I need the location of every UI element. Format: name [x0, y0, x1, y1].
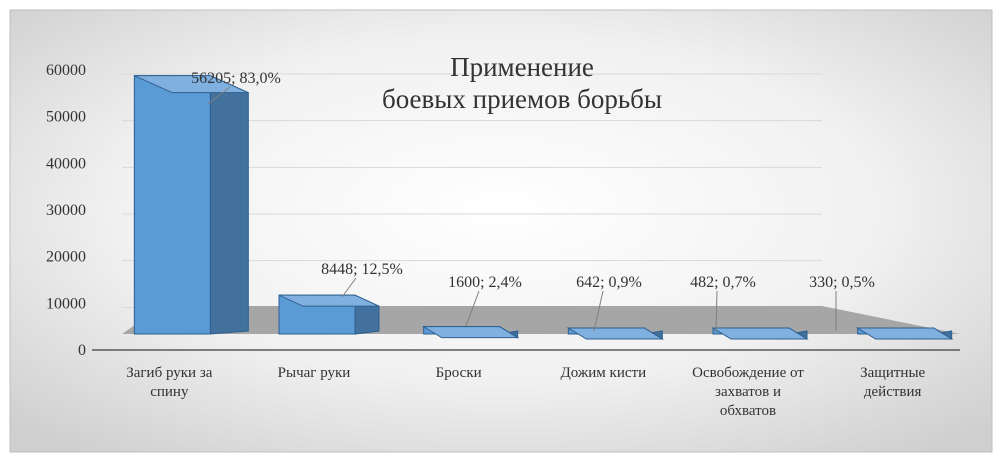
chart-title-line-2: боевых приемов борьбы [382, 84, 662, 114]
leader-line [207, 86, 231, 105]
data-label: 330; 0,5% [809, 274, 875, 291]
x-tick-label-line: Рычаг руки [278, 365, 351, 381]
leader-lines [207, 86, 837, 332]
x-tick-label-line: Освобождение от [692, 365, 804, 381]
y-tick-label: 40000 [46, 155, 86, 172]
leader-line [715, 290, 718, 332]
x-tick-label-line: действия [864, 384, 922, 400]
leader-line [341, 277, 357, 298]
x-tick-label-line: Броски [436, 365, 482, 381]
bar-top [134, 75, 249, 94]
x-tick-label-line: Загиб руки за [126, 365, 213, 381]
bar-top [566, 327, 665, 340]
x-category-label: Дожим кисти [561, 365, 647, 381]
data-labels: 56205; 83,0% 8448; 12,5% 1600; 2,4% 642; 0,… [191, 70, 875, 291]
x-category-label: Защитные действия [860, 365, 925, 400]
x-tick-label-line: спину [150, 384, 189, 400]
y-tick-label: 50000 [46, 109, 86, 126]
bar-top [711, 327, 809, 340]
y-tick-label: 20000 [46, 249, 86, 266]
data-label: 56205; 83,0% [191, 70, 281, 87]
bar-top [855, 327, 954, 340]
x-category-label: Броски [436, 365, 482, 381]
x-category-label: Освобождение от захватов и обхватов [692, 365, 804, 419]
x-tick-label-line: обхватов [720, 403, 776, 419]
bars [133, 74, 954, 340]
x-tick-label-line: захватов и [715, 384, 781, 400]
leader-line [593, 290, 604, 332]
bar-side [209, 74, 249, 335]
bar-top [421, 326, 520, 339]
data-label: 1600; 2,4% [448, 274, 522, 291]
bar-top [278, 294, 380, 307]
x-tick-label-line: Дожим кисти [561, 365, 647, 381]
axes: 0 10000 20000 30000 40000 50000 60000 Загиб рук… [46, 62, 960, 419]
leader-line [465, 290, 480, 327]
chart-title-line-1: Применение [450, 52, 594, 82]
y-tick-label: 0 [78, 342, 86, 359]
y-tick-label: 10000 [46, 295, 86, 312]
data-label: 642; 0,9% [576, 274, 642, 291]
bar [133, 75, 211, 335]
x-tick-label-line: Защитные [860, 365, 925, 381]
x-category-label: Загиб руки за спину [126, 365, 213, 400]
chart-title: Применение боевых приемов борьбы [382, 52, 662, 114]
y-tick-label: 60000 [46, 62, 86, 79]
x-category-label: Рычаг руки [278, 365, 351, 381]
data-label: 482; 0,7% [690, 274, 756, 291]
data-label: 8448; 12,5% [321, 261, 403, 278]
y-tick-label: 30000 [46, 202, 86, 219]
